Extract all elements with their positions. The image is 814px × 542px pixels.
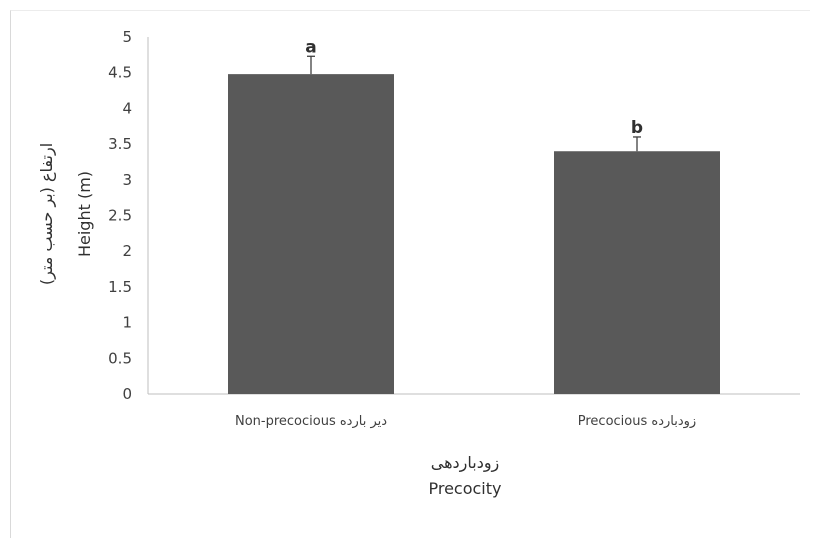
y-tick-label: 0.5 bbox=[108, 349, 132, 367]
y-tick-label: 2 bbox=[122, 242, 132, 260]
x-category-label: Non-precocious دیر بارده bbox=[235, 414, 387, 429]
y-tick-labels: 0 0.5 1 1.5 2 2.5 3 3.5 4 4.5 5 bbox=[108, 28, 132, 403]
y-axis-title-english: Height (m) bbox=[75, 171, 94, 257]
y-tick-label: 4.5 bbox=[108, 64, 132, 82]
x-axis-title-english: Precocity bbox=[428, 479, 501, 498]
y-tick-label: 1 bbox=[122, 314, 132, 332]
y-tick-label: 2.5 bbox=[108, 207, 132, 225]
significance-letter: b bbox=[631, 118, 643, 138]
x-axis-title-persian: زودباردهی bbox=[431, 453, 500, 473]
y-tick-label: 0 bbox=[122, 385, 132, 403]
x-category-label: Precocious زودبارده bbox=[578, 414, 696, 429]
y-tick-label: 3 bbox=[122, 171, 132, 189]
x-category-labels: Non-precocious دیر بارده Precocious زودبا… bbox=[235, 414, 696, 429]
y-tick-label: 1.5 bbox=[108, 278, 132, 296]
significance-letter: a bbox=[305, 37, 316, 57]
bar bbox=[228, 74, 394, 395]
bar bbox=[554, 151, 720, 394]
y-tick-label: 5 bbox=[122, 28, 132, 46]
y-tick-label: 4 bbox=[122, 99, 132, 117]
error-bars bbox=[307, 55, 641, 152]
significance-letters: ab bbox=[305, 37, 643, 138]
bars bbox=[228, 74, 720, 395]
y-axis-title-persian: ارتفاع (بر حسب متر) bbox=[37, 143, 57, 285]
y-tick-label: 3.5 bbox=[108, 135, 132, 153]
chart-frame bbox=[10, 10, 810, 538]
